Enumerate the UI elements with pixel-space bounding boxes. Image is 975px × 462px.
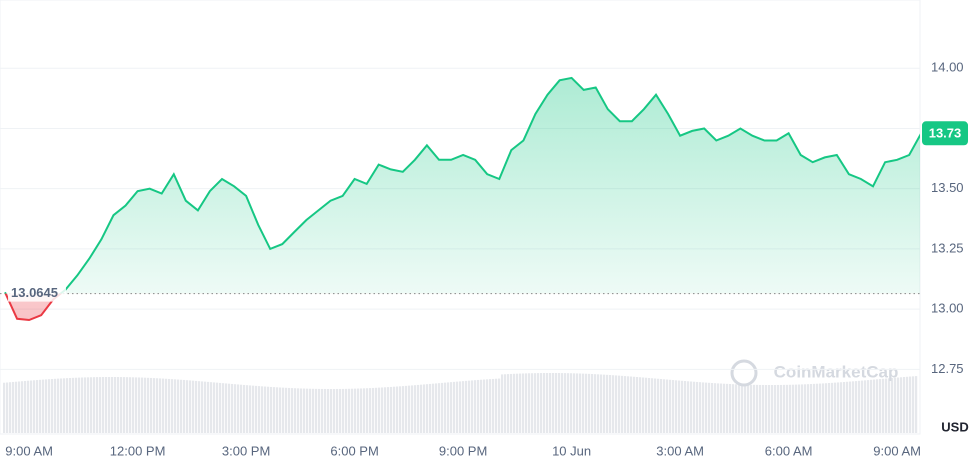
area-up <box>5 77 920 294</box>
baseline-label: 13.0645 <box>11 285 58 300</box>
watermark-logo <box>730 359 758 387</box>
x-tick-label: 9:00 PM <box>439 443 487 458</box>
y-unit: USD <box>941 419 968 434</box>
x-tick-label: 6:00 PM <box>330 443 378 458</box>
watermark: CoinMarketCap <box>774 362 899 381</box>
x-tick-label: 9:00 AM <box>873 443 921 458</box>
volume <box>3 373 918 433</box>
x-tick-label: 9:00 AM <box>5 443 53 458</box>
y-tick-label: 13.00 <box>931 301 964 316</box>
y-tick-label: 14.00 <box>931 60 964 75</box>
last-price-label: 13.73 <box>929 126 962 141</box>
x-tick-label: 10 Jun <box>552 443 591 458</box>
x-tick-label: 12:00 PM <box>110 443 166 458</box>
y-tick-label: 13.50 <box>931 180 964 195</box>
y-tick-label: 12.75 <box>931 361 964 376</box>
x-tick-label: 3:00 PM <box>222 443 270 458</box>
price-line-up <box>4 76 920 294</box>
x-tick-label: 3:00 AM <box>656 443 704 458</box>
baseline-label-bg <box>8 283 66 302</box>
x-tick-label: 6:00 AM <box>765 443 813 458</box>
y-tick-label: 13.25 <box>931 240 964 255</box>
last-price-badge <box>922 121 968 146</box>
